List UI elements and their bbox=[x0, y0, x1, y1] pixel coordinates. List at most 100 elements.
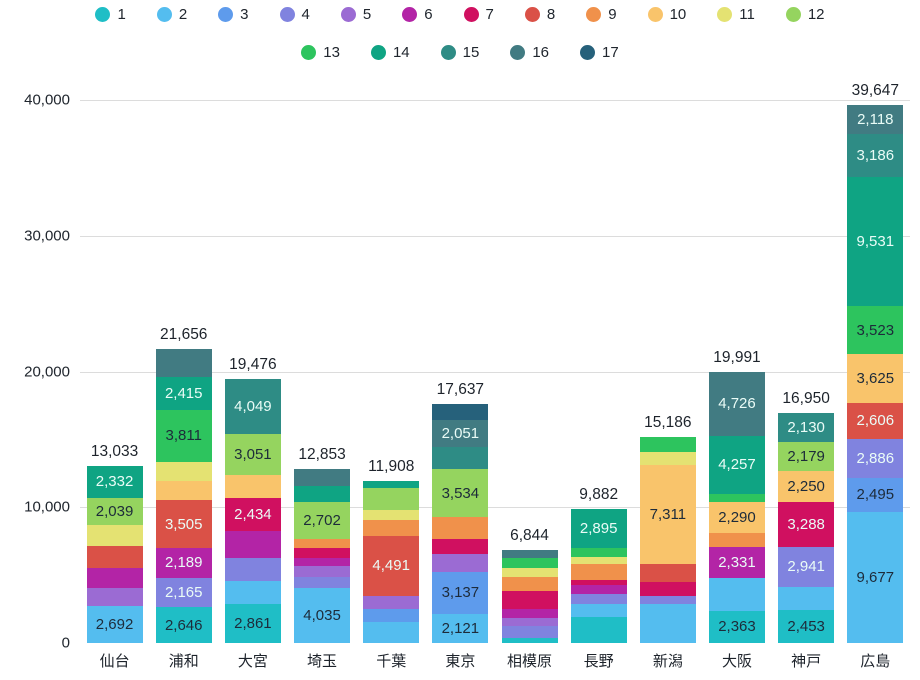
bar-segment-series-8[interactable]: 4,491 bbox=[363, 535, 420, 597]
bar-segment-series-8[interactable]: 2,606 bbox=[847, 403, 904, 439]
bar-segment-series-13[interactable] bbox=[708, 493, 765, 502]
bar-segment-series-4[interactable] bbox=[570, 594, 627, 605]
bar-segment-series-13[interactable] bbox=[501, 558, 558, 568]
bar-segment-series-10[interactable]: 3,625 bbox=[847, 354, 904, 404]
bar-segment-series-6[interactable]: 2,189 bbox=[155, 548, 212, 578]
bar-segment-series-11[interactable] bbox=[155, 461, 212, 482]
bar-segment-series-9[interactable] bbox=[708, 532, 765, 547]
bar-segment-series-1[interactable] bbox=[570, 617, 627, 643]
bar-segment-series-2[interactable] bbox=[778, 586, 835, 610]
legend-item-9[interactable]: 9 bbox=[586, 6, 617, 23]
bar-segment-series-7[interactable] bbox=[639, 581, 696, 596]
bar-segment-series-5[interactable] bbox=[501, 618, 558, 626]
bar-segment-series-3[interactable]: 2,495 bbox=[847, 477, 904, 512]
bar-segment-series-1[interactable]: 2,363 bbox=[708, 610, 765, 643]
bar-segment-series-11[interactable] bbox=[363, 510, 420, 520]
bar-segment-series-2[interactable] bbox=[363, 621, 420, 643]
bar-segment-series-2[interactable]: 4,035 bbox=[294, 588, 351, 643]
legend-item-5[interactable]: 5 bbox=[340, 6, 371, 23]
bar-segment-series-15[interactable]: 4,049 bbox=[224, 378, 281, 434]
bar-segment-series-1[interactable]: 2,646 bbox=[155, 607, 212, 643]
bar-segment-series-13[interactable]: 3,811 bbox=[155, 410, 212, 462]
bar-segment-series-7[interactable] bbox=[570, 579, 627, 585]
legend-item-16[interactable]: 16 bbox=[510, 44, 549, 61]
bar-segment-series-2[interactable] bbox=[708, 578, 765, 611]
bar-segment-series-2[interactable]: 2,121 bbox=[432, 614, 489, 643]
bar-segment-series-13[interactable] bbox=[639, 436, 696, 452]
bar-segment-series-14[interactable] bbox=[363, 481, 420, 489]
legend-item-10[interactable]: 10 bbox=[647, 6, 686, 23]
bar-segment-series-12[interactable]: 3,051 bbox=[224, 433, 281, 476]
bar-segment-series-9[interactable] bbox=[570, 563, 627, 580]
legend-item-11[interactable]: 11 bbox=[717, 6, 755, 23]
bar-segment-series-16[interactable]: 4,726 bbox=[708, 371, 765, 436]
bar-segment-series-12[interactable]: 3,534 bbox=[432, 469, 489, 518]
bar-segment-series-15[interactable] bbox=[432, 447, 489, 470]
bar-segment-series-2[interactable] bbox=[639, 603, 696, 643]
bar-segment-series-12[interactable]: 2,039 bbox=[86, 497, 143, 526]
legend-item-2[interactable]: 2 bbox=[156, 6, 187, 23]
bar-segment-series-5[interactable] bbox=[363, 596, 420, 610]
bar-segment-series-14[interactable]: 2,332 bbox=[86, 466, 143, 498]
bar-segment-series-15[interactable]: 2,130 bbox=[778, 412, 835, 442]
bar-segment-series-10[interactable]: 7,311 bbox=[639, 464, 696, 564]
bar-segment-series-14[interactable]: 2,895 bbox=[570, 508, 627, 549]
bar-segment-series-16[interactable]: 2,118 bbox=[847, 104, 904, 134]
bar-segment-series-5[interactable] bbox=[294, 565, 351, 578]
bar-segment-series-8[interactable] bbox=[639, 563, 696, 582]
bar-segment-series-6[interactable] bbox=[570, 584, 627, 595]
bar-segment-series-13[interactable]: 3,523 bbox=[847, 306, 904, 355]
bar-segment-series-2[interactable] bbox=[570, 604, 627, 618]
bar-segment-series-14[interactable]: 9,531 bbox=[847, 176, 904, 307]
bar-segment-series-11[interactable] bbox=[86, 525, 143, 547]
bar-segment-series-9[interactable] bbox=[432, 517, 489, 540]
bar-segment-series-8[interactable] bbox=[86, 546, 143, 568]
bar-segment-series-6[interactable]: 2,331 bbox=[708, 546, 765, 579]
bar-segment-series-1[interactable] bbox=[501, 637, 558, 643]
bar-segment-series-1[interactable]: 2,453 bbox=[778, 609, 835, 643]
bar-segment-series-5[interactable] bbox=[432, 554, 489, 572]
bar-segment-series-14[interactable]: 2,415 bbox=[155, 377, 212, 411]
bar-segment-series-10[interactable] bbox=[155, 481, 212, 501]
bar-segment-series-7[interactable]: 3,288 bbox=[778, 501, 835, 547]
bar-segment-series-16[interactable] bbox=[294, 468, 351, 486]
bar-segment-series-4[interactable] bbox=[501, 625, 558, 638]
legend-item-1[interactable]: 1 bbox=[95, 6, 126, 23]
bar-segment-series-6[interactable] bbox=[224, 531, 281, 559]
legend-item-4[interactable]: 4 bbox=[279, 6, 310, 23]
bar-segment-series-6[interactable] bbox=[294, 558, 351, 566]
bar-segment-series-7[interactable] bbox=[501, 590, 558, 609]
legend-item-15[interactable]: 15 bbox=[440, 44, 479, 61]
legend-item-17[interactable]: 17 bbox=[580, 44, 619, 61]
bar-segment-series-11[interactable] bbox=[639, 451, 696, 465]
bar-segment-series-7[interactable]: 2,434 bbox=[224, 498, 281, 532]
bar-segment-series-9[interactable] bbox=[501, 577, 558, 591]
bar-segment-series-16[interactable]: 2,051 bbox=[432, 419, 489, 448]
bar-segment-series-6[interactable] bbox=[501, 608, 558, 618]
bar-segment-series-2[interactable]: 9,677 bbox=[847, 511, 904, 643]
bar-segment-series-10[interactable] bbox=[224, 475, 281, 499]
bar-segment-series-12[interactable]: 2,179 bbox=[778, 441, 835, 472]
bar-segment-series-13[interactable] bbox=[570, 548, 627, 557]
bar-segment-series-4[interactable]: 2,165 bbox=[155, 577, 212, 608]
bar-segment-series-14[interactable] bbox=[294, 485, 351, 503]
bar-segment-series-15[interactable]: 3,186 bbox=[847, 133, 904, 177]
bar-segment-series-12[interactable] bbox=[363, 488, 420, 511]
bar-segment-series-4[interactable]: 2,886 bbox=[847, 438, 904, 478]
bar-segment-series-11[interactable] bbox=[501, 567, 558, 578]
bar-segment-series-17[interactable] bbox=[432, 403, 489, 420]
bar-segment-series-11[interactable] bbox=[570, 556, 627, 564]
bar-segment-series-4[interactable] bbox=[224, 558, 281, 582]
bar-segment-series-4[interactable] bbox=[639, 595, 696, 604]
bar-segment-series-10[interactable]: 2,290 bbox=[708, 501, 765, 533]
bar-segment-series-3[interactable]: 3,137 bbox=[432, 571, 489, 615]
bar-segment-series-2[interactable] bbox=[224, 581, 281, 605]
bar-segment-series-9[interactable] bbox=[363, 519, 420, 536]
legend-item-7[interactable]: 7 bbox=[463, 6, 494, 23]
bar-segment-series-3[interactable] bbox=[363, 609, 420, 622]
legend-item-13[interactable]: 13 bbox=[301, 44, 340, 61]
bar-segment-series-9[interactable] bbox=[294, 538, 351, 549]
legend-item-14[interactable]: 14 bbox=[370, 44, 410, 61]
bar-segment-series-1[interactable]: 2,861 bbox=[224, 604, 281, 643]
bar-segment-series-7[interactable] bbox=[432, 539, 489, 555]
